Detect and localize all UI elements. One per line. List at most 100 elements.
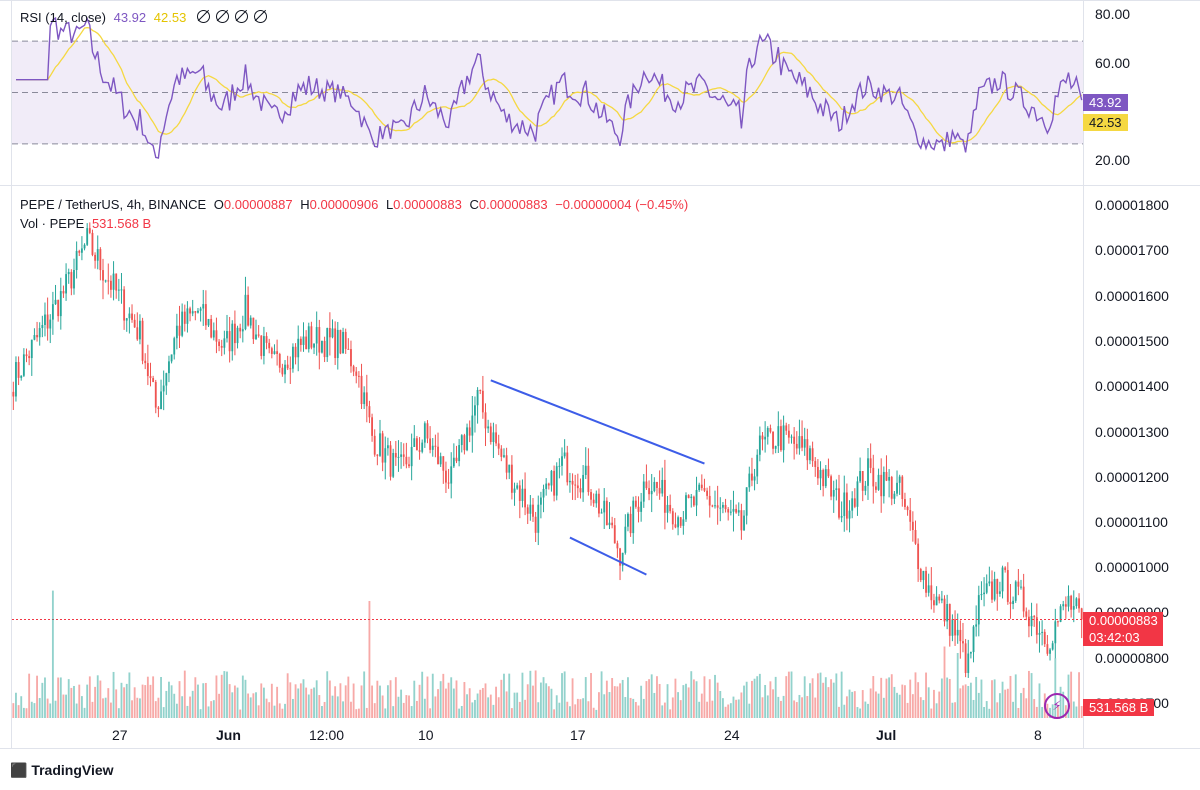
price-axis-label: 0.00000800: [1095, 650, 1169, 666]
open-value: 0.00000887: [223, 197, 293, 212]
volume-bar: [510, 708, 513, 718]
volume-bar: [62, 694, 65, 718]
candle-body: [197, 310, 199, 313]
candle-body: [292, 346, 294, 369]
candle-body: [917, 543, 920, 570]
volume-bar: [967, 685, 970, 718]
volume-bar: [104, 697, 107, 718]
candle-body: [640, 501, 643, 512]
low-label: L: [385, 197, 394, 212]
volume-bar: [20, 696, 23, 718]
candle-body: [350, 349, 352, 367]
candle-body: [983, 592, 986, 595]
volume-bar: [579, 699, 582, 718]
volume-bar: [276, 686, 279, 718]
volume-bar: [956, 653, 959, 718]
candle-body: [131, 313, 133, 320]
volume-bar: [305, 687, 308, 718]
volume-bar: [173, 693, 176, 718]
candle-body: [218, 341, 221, 346]
rsi-legend[interactable]: RSI (14, close) 43.92 42.53: [20, 10, 270, 25]
candle-body: [458, 445, 461, 462]
volume-bar: [344, 685, 347, 718]
volume-bar: [801, 697, 803, 718]
volume-bar: [476, 693, 479, 718]
candle-body: [795, 443, 798, 449]
candle-body: [663, 479, 666, 513]
price-axis-label: 0.00001200: [1095, 469, 1169, 485]
volume-bar: [241, 675, 244, 718]
candle-body: [943, 598, 946, 622]
hide-icon[interactable]: [234, 10, 248, 23]
candle-body: [967, 653, 970, 673]
candle-body: [840, 516, 843, 518]
volume-bar: [223, 671, 226, 718]
candle-body: [442, 456, 445, 471]
candle-body: [215, 330, 218, 342]
lightning-icon[interactable]: ⚡: [1044, 693, 1070, 719]
volume-bar: [748, 703, 751, 718]
volume-bar: [123, 687, 126, 718]
volume-bar: [814, 697, 817, 718]
candle-body: [769, 428, 772, 432]
hide-icon[interactable]: [253, 10, 267, 23]
volume-bar: [1070, 671, 1073, 718]
volume-bar: [260, 683, 263, 718]
tradingview-logo[interactable]: ⬛ TradingView: [10, 762, 114, 779]
volume-bar: [487, 697, 490, 718]
volume-legend[interactable]: Vol · PEPE 531.568 B: [20, 216, 155, 231]
candle-body: [1075, 598, 1078, 607]
candle-body: [123, 289, 126, 321]
candle-body: [634, 500, 637, 507]
volume-bar: [732, 696, 735, 718]
candle-body: [1020, 586, 1022, 588]
hide-icon[interactable]: [215, 10, 229, 23]
volume-bar: [120, 682, 123, 718]
candle-body: [830, 476, 833, 497]
candle-body: [1030, 616, 1033, 627]
volume-bar: [500, 679, 503, 718]
candle-body: [748, 473, 751, 488]
volume-bar: [838, 706, 840, 718]
volume-bar: [922, 700, 925, 718]
candle-body: [674, 524, 677, 528]
candle-body: [94, 254, 97, 261]
symbol-legend[interactable]: PEPE / TetherUS, 4h, BINANCE O0.00000887…: [20, 197, 692, 212]
candle-body: [700, 484, 703, 489]
volume-bar: [299, 683, 302, 718]
candle-body: [724, 504, 727, 510]
volume-bar: [790, 671, 793, 718]
volume-bar: [867, 703, 869, 718]
volume-bar: [611, 678, 614, 718]
time-axis-label: 27: [112, 727, 128, 743]
volume-bar: [824, 677, 827, 718]
candle-body: [136, 327, 139, 340]
countdown-tag: 03:42:03: [1083, 629, 1163, 646]
candle-body: [310, 326, 313, 348]
volume-bar: [874, 691, 877, 718]
candle-body: [542, 488, 545, 498]
candle-body: [766, 428, 769, 437]
volume-bar: [669, 709, 672, 718]
volume-bar: [518, 701, 521, 718]
candle-body: [940, 598, 943, 601]
volume-bar: [400, 689, 403, 718]
volume-bar: [613, 686, 616, 718]
candle-body: [318, 327, 321, 353]
volume-bar: [226, 671, 228, 718]
candle-body: [1043, 631, 1046, 645]
volume-bar: [674, 678, 677, 718]
candle-body: [988, 581, 991, 584]
candle-body: [15, 362, 17, 397]
volume-bar: [558, 702, 561, 718]
candle-body: [1062, 604, 1065, 607]
candle-body: [1035, 617, 1038, 635]
volume-bar: [735, 699, 738, 718]
hide-icon[interactable]: [196, 10, 210, 23]
volume-bar: [33, 703, 36, 718]
volume-bar: [943, 646, 946, 718]
candle-body: [698, 484, 701, 491]
volume-bar: [80, 696, 83, 718]
volume-bar: [714, 674, 716, 718]
